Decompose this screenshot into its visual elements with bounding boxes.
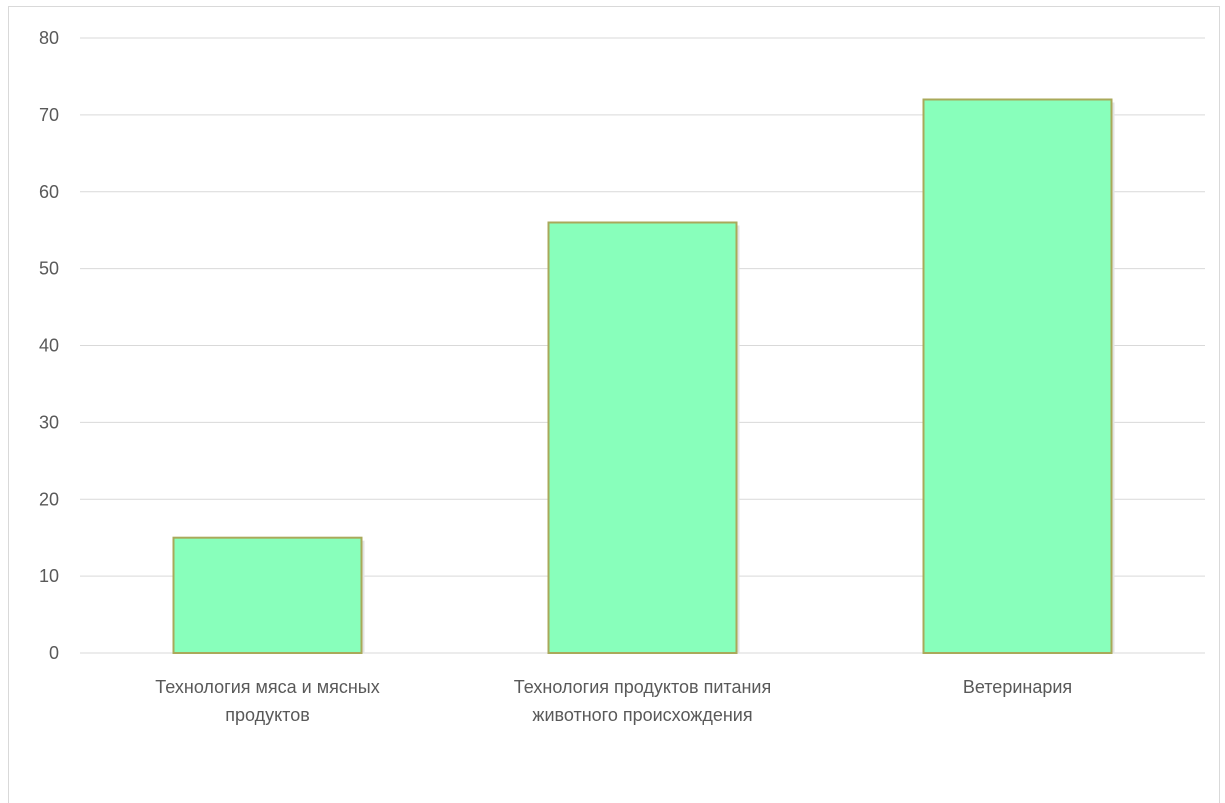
bars [172, 98, 1115, 654]
x-category-label: Технология мяса и мясных продуктов [155, 677, 379, 725]
x-category-label: Ветеринария [963, 677, 1072, 697]
y-tick-label: 30 [39, 412, 59, 432]
x-category-label: Технология продуктов питания животного пр… [514, 677, 771, 725]
y-tick-label: 0 [49, 643, 59, 663]
y-tick-label: 10 [39, 566, 59, 586]
y-tick-label: 60 [39, 182, 59, 202]
x-category-label-line: животного происхождения [532, 705, 752, 725]
y-axis-tick-labels: 0 10 20 30 40 50 60 70 80 [39, 28, 59, 663]
y-tick-label: 50 [39, 259, 59, 279]
x-category-label-line: продуктов [225, 705, 310, 725]
y-tick-label: 20 [39, 489, 59, 509]
bar-2 [547, 221, 738, 654]
x-axis-category-labels: Технология мяса и мясных продуктовТехноло… [155, 677, 1072, 725]
x-category-label-line: Технология продуктов питания [514, 677, 771, 697]
x-category-label-line: Ветеринария [963, 677, 1072, 697]
bar-1 [172, 536, 363, 654]
y-tick-label: 40 [39, 336, 59, 356]
y-tick-label: 80 [39, 28, 59, 48]
x-category-label-line: Технология мяса и мясных [155, 677, 379, 697]
bar-3 [922, 98, 1113, 654]
y-tick-label: 70 [39, 105, 59, 125]
